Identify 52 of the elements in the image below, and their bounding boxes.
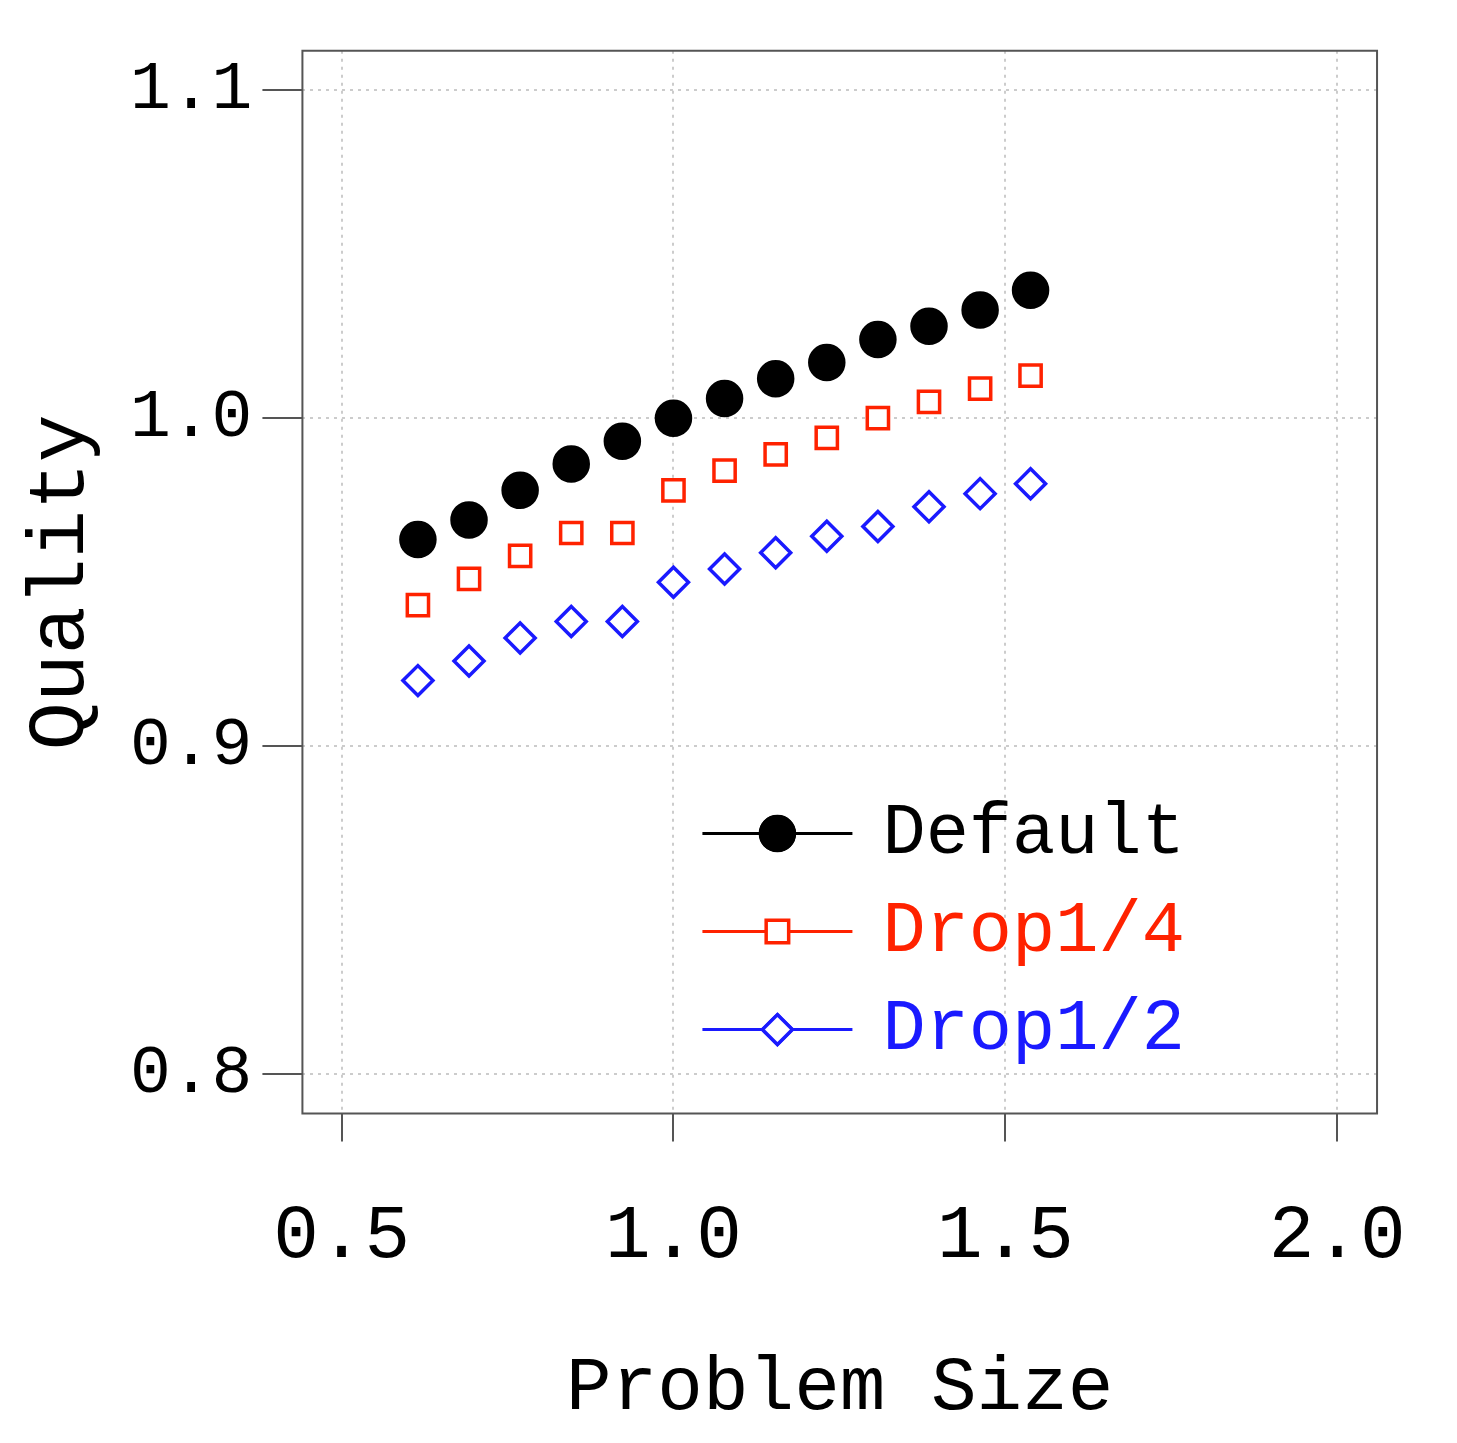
point bbox=[814, 425, 840, 451]
point bbox=[554, 604, 588, 639]
x-tick-label: 0.5 bbox=[273, 1194, 410, 1281]
point bbox=[656, 565, 691, 599]
point bbox=[558, 520, 584, 546]
point bbox=[1011, 271, 1050, 310]
point bbox=[1018, 363, 1043, 388]
y-tick-label: 1.1 bbox=[130, 51, 253, 129]
point bbox=[450, 501, 488, 539]
point bbox=[503, 621, 537, 655]
x-tick-label: 1.5 bbox=[936, 1194, 1074, 1281]
point bbox=[808, 343, 846, 382]
point bbox=[758, 535, 793, 570]
legend-label: Default bbox=[882, 792, 1185, 875]
y-tick-label: 0.9 bbox=[130, 707, 253, 785]
point bbox=[961, 291, 999, 329]
point bbox=[963, 476, 997, 511]
point bbox=[916, 389, 942, 415]
point bbox=[763, 441, 789, 467]
point bbox=[452, 644, 486, 678]
point bbox=[507, 543, 533, 569]
point bbox=[552, 445, 590, 483]
point bbox=[859, 320, 897, 359]
point bbox=[405, 592, 431, 618]
point bbox=[756, 360, 795, 398]
point bbox=[603, 422, 642, 460]
y-tick-label: 0.8 bbox=[130, 1035, 253, 1113]
point bbox=[399, 520, 437, 559]
point bbox=[912, 490, 946, 524]
point bbox=[1013, 467, 1048, 501]
point bbox=[861, 509, 895, 544]
point bbox=[705, 379, 744, 418]
x-tick-label: 1.0 bbox=[605, 1194, 742, 1281]
point bbox=[707, 552, 742, 586]
point bbox=[910, 307, 948, 346]
point bbox=[661, 478, 686, 503]
point bbox=[654, 399, 693, 437]
legend-label: Drop1/2 bbox=[882, 988, 1185, 1071]
point bbox=[810, 519, 844, 554]
point bbox=[865, 405, 891, 431]
point bbox=[605, 604, 640, 639]
x-tick-label: 2.0 bbox=[1268, 1194, 1406, 1281]
point bbox=[456, 566, 482, 592]
point bbox=[712, 458, 737, 484]
point bbox=[967, 376, 993, 402]
legend-label: Drop1/4 bbox=[882, 890, 1185, 973]
y-axis-title: Quality bbox=[16, 414, 108, 751]
y-tick-label: 1.0 bbox=[130, 379, 253, 457]
point bbox=[609, 520, 635, 546]
x-axis-title: Problem Size bbox=[566, 1345, 1114, 1432]
point bbox=[401, 663, 435, 698]
point bbox=[501, 471, 539, 510]
